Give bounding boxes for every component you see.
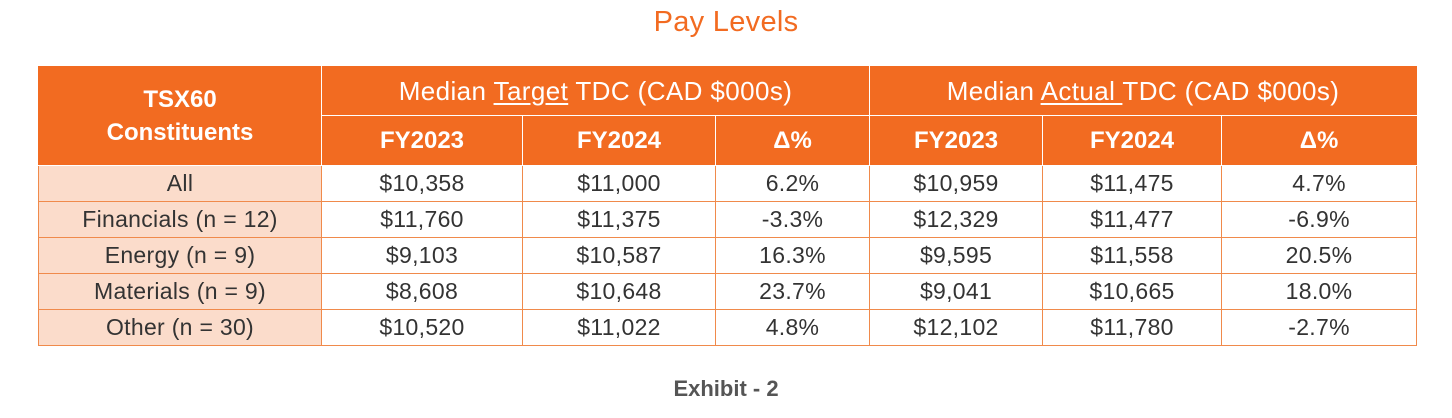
table-cell: 16.3% [714,237,871,274]
table-cell: $8,608 [321,273,523,310]
table-cell: 6.2% [714,165,871,202]
header-row-groups: TSX60 Constituents Median Target TDC (CA… [38,66,1418,166]
table-row: All $10,358 $11,000 6.2% $10,959 $11,475… [38,165,1418,202]
col-header-actual-delta: Δ% [1221,115,1418,166]
table-cell: $12,102 [869,309,1044,346]
actual-group-suffix: TDC (CAD $000s) [1122,75,1340,106]
page-title: Pay Levels [653,6,799,38]
table-cell: $10,520 [321,309,523,346]
actual-group-prefix: Median [946,75,1041,106]
row-category: Other (n = 30) [38,309,322,346]
row-category: Financials (n = 12) [38,201,322,238]
table-cell: 4.8% [714,309,871,346]
table-row: Financials (n = 12) $11,760 $11,375 -3.3… [38,201,1418,238]
table-cell: $11,022 [522,309,716,346]
target-group-prefix: Median [398,75,494,106]
table-cell: $11,780 [1042,309,1223,346]
col-header-target-fy2024: FY2024 [522,115,716,166]
target-tdc-group-header: Median Target TDC (CAD $000s) [320,66,871,116]
table-cell: 18.0% [1221,273,1418,310]
table-cell: -3.3% [714,201,871,238]
header-row-columns: FY2023 FY2024 Δ% FY2023 FY2024 Δ% [39,115,1418,166]
table-cell: $11,475 [1042,165,1223,202]
corner-label-line1: TSX60 [143,86,217,113]
table-cell: -6.9% [1221,201,1418,238]
col-header-target-fy2023: FY2023 [321,115,523,166]
table-cell: $11,558 [1042,237,1223,274]
target-group-underlined: Target [493,75,569,106]
col-header-target-delta: Δ% [714,115,871,166]
table-cell: $11,375 [522,201,716,238]
row-category: Materials (n = 9) [38,273,322,310]
table-cell: 4.7% [1221,165,1418,202]
actual-tdc-group-header: Median Actual TDC (CAD $000s) [869,66,1418,116]
table-row: Other (n = 30) $10,520 $11,022 4.8% $12,… [38,309,1418,346]
table-cell: -2.7% [1221,309,1418,346]
actual-group-underlined: Actual [1040,75,1123,106]
pay-levels-table: TSX60 Constituents Median Target TDC (CA… [38,66,1418,346]
table-cell: $10,587 [522,237,716,274]
row-category: Energy (n = 9) [38,237,322,274]
exhibit-caption: Exhibit - 2 [673,376,779,401]
table-cell: 23.7% [714,273,871,310]
table-cell: $11,760 [321,201,523,238]
table-cell: 20.5% [1221,237,1418,274]
table-cell: $12,329 [869,201,1044,238]
table-cell: $9,103 [321,237,523,274]
table-cell: $10,665 [1042,273,1223,310]
table-row: Materials (n = 9) $8,608 $10,648 23.7% $… [38,273,1418,310]
col-header-actual-fy2024: FY2024 [1042,115,1223,166]
table-cell: $11,477 [1042,201,1223,238]
table-cell: $9,041 [869,273,1044,310]
table-cell: $10,358 [321,165,523,202]
table-cell: $9,595 [869,237,1044,274]
col-header-actual-fy2023: FY2023 [869,115,1044,166]
table-row: Energy (n = 9) $9,103 $10,587 16.3% $9,5… [38,237,1418,274]
row-category: All [38,165,322,202]
table-cell: $10,959 [869,165,1044,202]
table-cell: $11,000 [522,165,716,202]
target-group-suffix: TDC (CAD $000s) [568,75,793,106]
corner-header: TSX60 Constituents [38,66,322,166]
corner-label-line2: Constituents [106,119,254,146]
table-cell: $10,648 [522,273,716,310]
